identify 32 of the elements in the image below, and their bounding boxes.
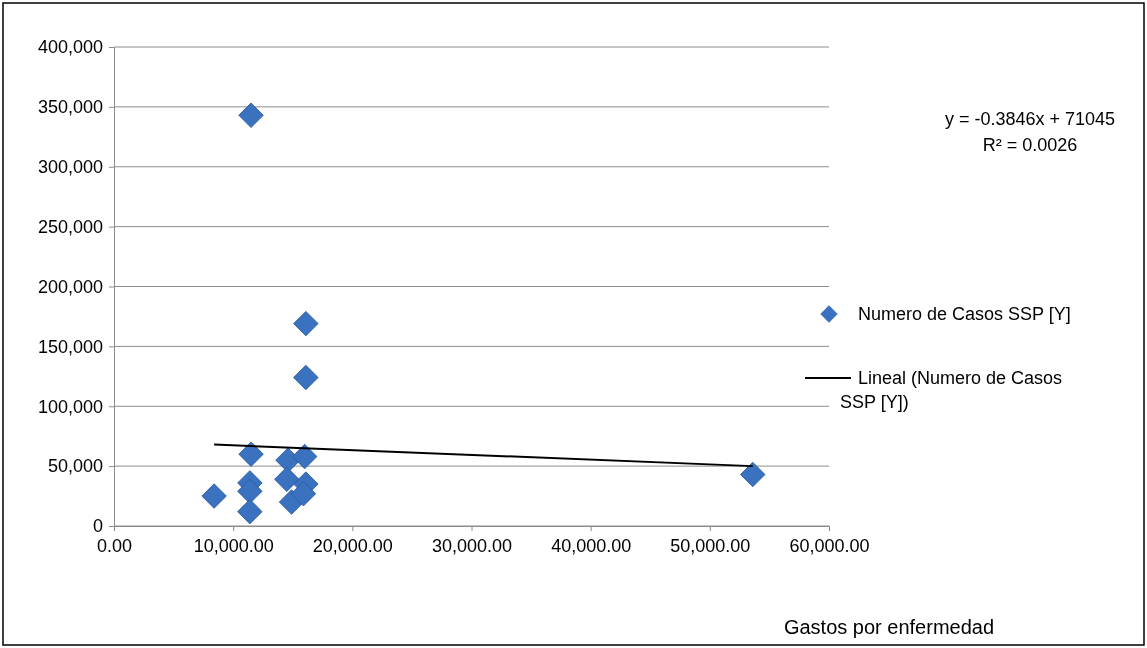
x-tick-label: 40,000.00 bbox=[551, 535, 632, 556]
y-tick-label: 400,000 bbox=[37, 37, 103, 58]
point bbox=[293, 364, 319, 391]
point bbox=[237, 498, 263, 525]
legend-label: Numero de Casos SSP [Y] bbox=[858, 304, 1071, 324]
y-tick-label: 300,000 bbox=[37, 157, 103, 178]
y-tick-label: 50,000 bbox=[47, 456, 103, 477]
y-tick-label: 200,000 bbox=[37, 276, 103, 297]
x-tick-label: 10,000.00 bbox=[193, 535, 274, 556]
point bbox=[293, 310, 319, 337]
x-axis-title: Gastos por enfermedad bbox=[783, 616, 995, 638]
x-tick-label: 0.00 bbox=[96, 535, 133, 556]
point bbox=[201, 483, 227, 509]
y-tick-label: 150,000 bbox=[37, 336, 103, 357]
legend-label: Lineal (Numero de Casos SSP [Y]) bbox=[840, 368, 1063, 412]
y-tick-label: 350,000 bbox=[37, 97, 103, 118]
x-tick-label: 30,000.00 bbox=[431, 535, 513, 556]
point bbox=[290, 481, 317, 507]
y-tick-label: 0 bbox=[92, 516, 103, 537]
text: R² = 0.0026 bbox=[982, 135, 1078, 155]
y-tick-label: 100,000 bbox=[37, 396, 103, 417]
x-tick-label: 20,000.00 bbox=[312, 535, 393, 556]
point bbox=[238, 102, 264, 128]
x-tick-label: 50,000.00 bbox=[670, 535, 751, 556]
x-tick-label: 60,000.00 bbox=[789, 535, 870, 556]
point bbox=[292, 443, 318, 470]
point bbox=[274, 466, 300, 492]
point bbox=[740, 461, 766, 488]
text: y = -0.3846x + 71045 bbox=[944, 109, 1116, 129]
y-tick-label: 250,000 bbox=[37, 216, 103, 237]
point bbox=[238, 441, 264, 467]
point bbox=[237, 478, 263, 504]
